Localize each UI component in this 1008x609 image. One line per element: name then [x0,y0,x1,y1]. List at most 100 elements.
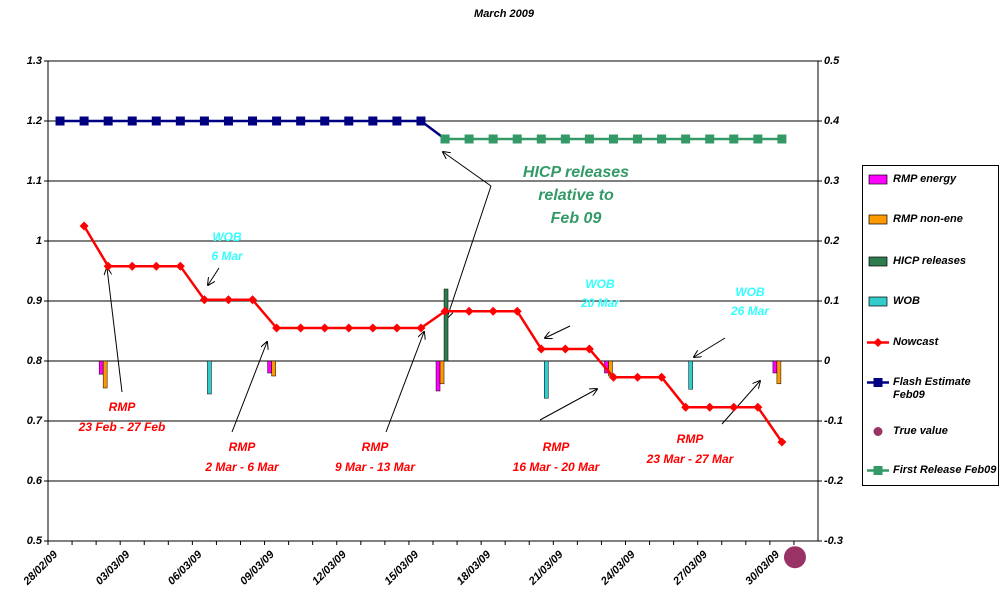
annotation: RMP [543,440,571,454]
y-tick-label: 0.7 [27,415,43,427]
bar [776,360,782,385]
legend-item: Nowcast [867,336,997,349]
marker [199,295,209,305]
bar [207,360,212,395]
legend-item: RMP non-ene [867,213,997,226]
y2-tick-label: 0.1 [824,295,839,307]
marker [584,134,594,144]
annotation: 16 Mar - 20 Mar [513,460,601,474]
annotation: WOB [585,277,615,291]
marker [320,116,330,126]
y2-tick-label: -0.3 [824,535,843,547]
annotation: Feb 09 [551,210,602,227]
marker [175,116,185,126]
annotation: relative to [538,187,614,204]
marker [777,437,787,447]
annotation: RMP [677,432,705,446]
marker [55,116,65,126]
arrow [107,268,123,393]
marker [416,323,426,333]
annotation: 26 Mar [730,304,770,318]
legend-icon [867,378,889,387]
y2-tick-label: -0.2 [824,475,843,487]
legend-label: HICP releases [893,255,966,267]
bar [435,360,441,392]
marker [272,116,282,126]
marker [344,116,354,126]
marker [873,466,883,475]
y-tick-label: 0.9 [27,295,43,307]
arrows [107,152,760,433]
legend-item: Flash Estimate Feb09 [867,376,997,402]
arrow [231,342,267,433]
legend-label: Nowcast [893,336,939,348]
annotation: 23 Mar - 27 Mar [646,452,735,466]
arrow [385,332,424,433]
annotation: 20 Mar [580,296,620,310]
annotation: WOB [212,230,242,244]
marker [512,134,522,144]
y-tick-label: 1.1 [27,175,42,187]
legend-swatch [873,427,883,436]
legend: RMP energy RMP non-ene HICP releases WOB Now… [862,165,999,486]
marker [79,116,89,126]
x-tick-label: 24/03/09 [598,548,638,588]
legend-item: RMP energy [867,173,997,186]
y2-tick-label: 0.5 [824,55,840,67]
x-tick-label: 09/03/09 [238,548,277,587]
marker [368,116,378,126]
legend-icon [873,427,883,436]
marker [440,306,450,316]
marker [681,402,691,412]
bar [439,360,445,385]
x-tick-label: 18/03/09 [455,548,494,587]
y-tick-label: 0.5 [27,535,43,547]
bar [271,360,276,377]
legend-label: Flash Estimate Feb09 [893,376,971,401]
marker [777,134,787,144]
annotation: 9 Mar - 13 Mar [335,460,416,474]
y-tick-label: 0.8 [27,355,43,367]
arrow [545,325,571,338]
marker [248,116,258,126]
bar [267,360,272,374]
marker [729,402,739,412]
y2-tick-label: -0.1 [824,415,843,427]
marker [633,372,643,382]
marker [368,323,378,333]
marker [536,134,546,144]
y-tick-label: 1.2 [27,115,42,127]
marker [608,134,618,144]
x-tick-label: 30/03/09 [743,548,782,587]
marker [488,306,498,316]
x-tick-label: 12/03/09 [310,548,349,587]
arrow [208,267,220,285]
marker [873,338,883,347]
bar [544,360,549,399]
marker [705,402,715,412]
marker [392,323,402,333]
legend-label: True value [893,425,948,437]
marker [296,116,306,126]
marker [536,344,546,354]
x-tick-label: 06/03/09 [166,548,205,587]
arrow [539,389,597,421]
marker [608,372,618,382]
marker [151,116,161,126]
legend-item: WOB [867,295,997,308]
legend-label: RMP non-ene [893,213,963,225]
marker [657,134,667,144]
marker [753,402,763,412]
marker [560,134,570,144]
arrow [721,381,760,425]
marker [199,116,209,126]
marker [223,116,233,126]
annotation: WOB [735,285,765,299]
legend-item: HICP releases [867,255,997,268]
marker [272,323,282,333]
legend-item: True value [867,425,997,438]
marker [729,134,739,144]
bar [443,288,449,362]
marker [151,261,161,271]
